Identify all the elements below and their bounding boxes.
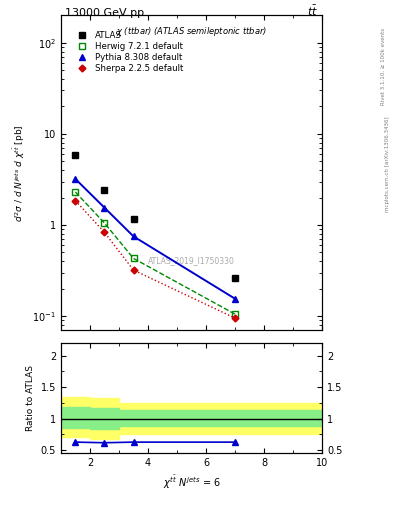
Sherpa 2.2.5 default <box>73 198 78 204</box>
ATLAS <box>102 187 107 194</box>
Y-axis label: $d^2\sigma$ / $d$ $N^{jets}$ $d$ $\chi^{t\bar{t}}$ [pb]: $d^2\sigma$ / $d$ $N^{jets}$ $d$ $\chi^{… <box>11 124 27 222</box>
Text: $\chi$ (ttbar) (ATLAS semileptonic ttbar): $\chi$ (ttbar) (ATLAS semileptonic ttbar… <box>116 25 267 38</box>
Line: Herwig 7.2.1 default: Herwig 7.2.1 default <box>72 189 238 317</box>
Sherpa 2.2.5 default <box>233 315 237 321</box>
Y-axis label: Ratio to ATLAS: Ratio to ATLAS <box>26 365 35 431</box>
Line: Pythia 8.308 default: Pythia 8.308 default <box>72 176 239 302</box>
Text: mcplots.cern.ch [arXiv:1306.3436]: mcplots.cern.ch [arXiv:1306.3436] <box>385 116 389 211</box>
Line: ATLAS: ATLAS <box>72 153 238 282</box>
Herwig 7.2.1 default <box>233 311 237 317</box>
Text: $t\bar{t}$: $t\bar{t}$ <box>307 4 318 18</box>
ATLAS <box>131 217 136 223</box>
Pythia 8.308 default <box>233 296 237 302</box>
Sherpa 2.2.5 default <box>131 267 136 273</box>
Pythia 8.308 default <box>131 233 136 240</box>
Text: 13000 GeV pp: 13000 GeV pp <box>65 8 144 18</box>
ATLAS <box>73 153 78 159</box>
Legend: ATLAS, Herwig 7.2.1 default, Pythia 8.308 default, Sherpa 2.2.5 default: ATLAS, Herwig 7.2.1 default, Pythia 8.30… <box>70 29 185 75</box>
Sherpa 2.2.5 default <box>102 229 107 236</box>
Pythia 8.308 default <box>73 176 78 182</box>
Herwig 7.2.1 default <box>102 220 107 226</box>
Text: ATLAS_2019_I1750330: ATLAS_2019_I1750330 <box>148 257 235 265</box>
ATLAS <box>233 275 237 282</box>
X-axis label: $\chi^{t\bar{t}}$ $N^{jets}$ = 6: $\chi^{t\bar{t}}$ $N^{jets}$ = 6 <box>163 474 220 491</box>
Herwig 7.2.1 default <box>73 189 78 195</box>
Herwig 7.2.1 default <box>131 255 136 262</box>
Text: Rivet 3.1.10, ≥ 100k events: Rivet 3.1.10, ≥ 100k events <box>381 28 386 105</box>
Line: Sherpa 2.2.5 default: Sherpa 2.2.5 default <box>73 198 238 321</box>
Pythia 8.308 default <box>102 205 107 211</box>
